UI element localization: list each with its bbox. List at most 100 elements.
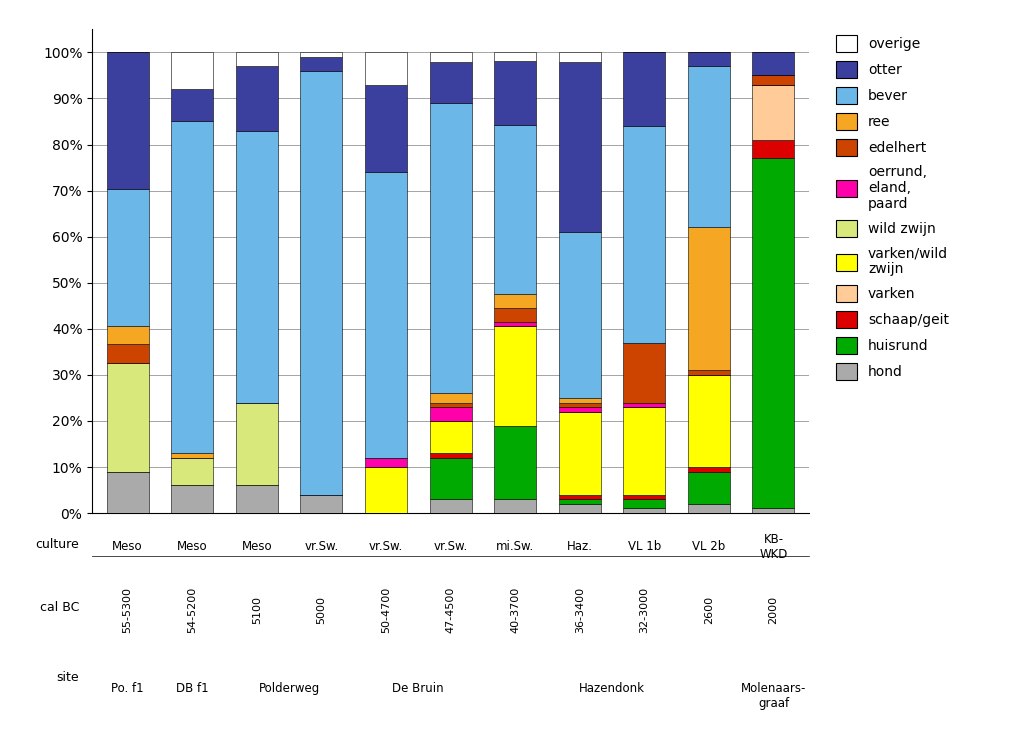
- Bar: [236, 52, 278, 66]
- Bar: [753, 140, 795, 158]
- Bar: [624, 499, 666, 509]
- Bar: [559, 232, 601, 398]
- Bar: [559, 407, 601, 412]
- Text: VL 2b: VL 2b: [692, 540, 725, 553]
- Bar: [495, 62, 537, 125]
- Text: 5100: 5100: [252, 596, 262, 624]
- Bar: [430, 402, 471, 407]
- Text: vr.Sw.: vr.Sw.: [304, 540, 339, 553]
- Bar: [236, 485, 278, 513]
- Bar: [430, 103, 471, 394]
- Bar: [688, 66, 730, 227]
- Bar: [106, 363, 148, 472]
- Text: De Bruin: De Bruin: [392, 682, 444, 696]
- Bar: [106, 326, 148, 345]
- Bar: [171, 89, 213, 122]
- Bar: [688, 52, 730, 66]
- Bar: [559, 412, 601, 495]
- Bar: [300, 71, 342, 495]
- Bar: [688, 227, 730, 370]
- Text: 47-4500: 47-4500: [445, 586, 456, 633]
- Text: 36-3400: 36-3400: [574, 587, 585, 633]
- Bar: [171, 485, 213, 513]
- Bar: [300, 52, 342, 57]
- Text: Meso: Meso: [177, 540, 208, 553]
- Text: 54-5200: 54-5200: [187, 586, 198, 633]
- Bar: [559, 499, 601, 504]
- Bar: [753, 158, 795, 509]
- Bar: [430, 453, 471, 458]
- Bar: [559, 398, 601, 402]
- Text: site: site: [56, 671, 79, 684]
- Bar: [624, 495, 666, 499]
- Bar: [171, 52, 213, 89]
- Bar: [495, 427, 537, 499]
- Bar: [300, 495, 342, 513]
- Text: vr.Sw.: vr.Sw.: [369, 540, 403, 553]
- Text: 40-3700: 40-3700: [510, 586, 520, 633]
- Text: 32-3000: 32-3000: [639, 587, 649, 633]
- Bar: [430, 52, 471, 62]
- Text: Meso: Meso: [242, 540, 272, 553]
- Text: Molenaars-
graaf: Molenaars- graaf: [740, 682, 806, 710]
- Bar: [430, 394, 471, 402]
- Bar: [624, 407, 666, 495]
- Bar: [495, 52, 537, 62]
- Bar: [365, 52, 407, 84]
- Text: Haz.: Haz.: [566, 540, 593, 553]
- Text: 55-5300: 55-5300: [123, 587, 133, 633]
- Bar: [365, 467, 407, 513]
- Text: 2600: 2600: [703, 596, 714, 624]
- Bar: [753, 84, 795, 140]
- Bar: [106, 345, 148, 363]
- Legend: overige, otter, bever, ree, edelhert, oerrund,
eland,
paard, wild zwijn, varken/: overige, otter, bever, ree, edelhert, oe…: [830, 29, 954, 386]
- Bar: [559, 62, 601, 232]
- Bar: [236, 402, 278, 485]
- Bar: [559, 504, 601, 513]
- Bar: [171, 122, 213, 453]
- Bar: [106, 189, 148, 326]
- Text: Meso: Meso: [113, 540, 143, 553]
- Bar: [753, 52, 795, 75]
- Text: KB-
WKD: KB- WKD: [759, 533, 787, 561]
- Bar: [430, 62, 471, 103]
- Text: VL 1b: VL 1b: [628, 540, 660, 553]
- Text: 50-4700: 50-4700: [381, 586, 391, 633]
- Bar: [495, 322, 537, 326]
- Bar: [495, 499, 537, 513]
- Bar: [624, 342, 666, 402]
- Text: 5000: 5000: [316, 596, 327, 624]
- Text: Polderweg: Polderweg: [258, 682, 319, 696]
- Bar: [688, 467, 730, 471]
- Bar: [430, 458, 471, 499]
- Bar: [365, 84, 407, 172]
- Bar: [688, 370, 730, 375]
- Text: mi.Sw.: mi.Sw.: [496, 540, 535, 553]
- Bar: [430, 421, 471, 453]
- Bar: [236, 66, 278, 130]
- Text: Po. f1: Po. f1: [112, 682, 144, 696]
- Bar: [688, 375, 730, 467]
- Bar: [559, 402, 601, 407]
- Bar: [624, 52, 666, 126]
- Bar: [106, 472, 148, 513]
- Bar: [624, 402, 666, 407]
- Bar: [236, 130, 278, 402]
- Bar: [753, 75, 795, 84]
- Text: cal BC: cal BC: [40, 601, 79, 614]
- Bar: [430, 499, 471, 513]
- Bar: [365, 458, 407, 467]
- Bar: [106, 52, 148, 189]
- Bar: [688, 471, 730, 504]
- Text: Hazendonk: Hazendonk: [579, 682, 645, 696]
- Bar: [171, 453, 213, 458]
- Bar: [753, 509, 795, 513]
- Text: vr.Sw.: vr.Sw.: [433, 540, 468, 553]
- Bar: [624, 126, 666, 342]
- Bar: [559, 52, 601, 62]
- Bar: [688, 504, 730, 513]
- Bar: [624, 509, 666, 513]
- Bar: [559, 495, 601, 499]
- Text: DB f1: DB f1: [176, 682, 209, 696]
- Bar: [495, 125, 537, 294]
